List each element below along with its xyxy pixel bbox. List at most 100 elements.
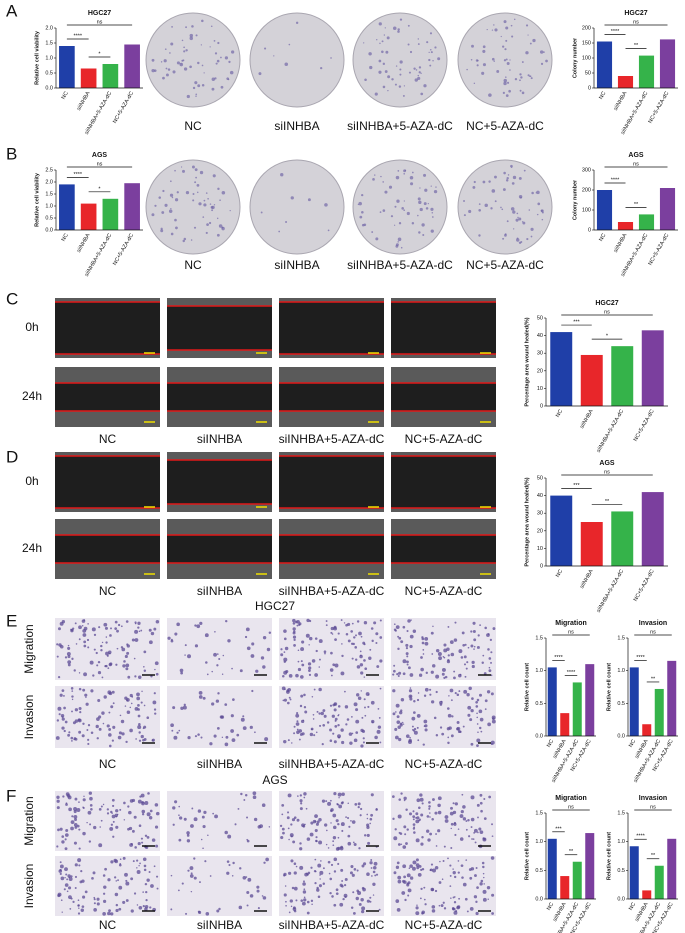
cell [288, 871, 292, 875]
cell [464, 897, 468, 901]
cell [397, 635, 400, 638]
cell [398, 636, 402, 640]
cell [332, 840, 335, 843]
y-tick-label: 1.0 [45, 55, 53, 61]
cell [102, 912, 106, 916]
y-tick-label: 20 [537, 368, 543, 374]
cell [424, 641, 429, 646]
cell [406, 663, 409, 666]
cell [102, 892, 106, 895]
colony [400, 246, 403, 249]
cell [93, 902, 96, 905]
colony [183, 46, 185, 49]
colony [192, 193, 195, 195]
cell [349, 871, 353, 875]
cell [129, 728, 133, 733]
cell [91, 627, 96, 632]
cell [115, 809, 119, 813]
colony [488, 180, 491, 183]
colony [179, 62, 184, 67]
cell [465, 820, 468, 823]
cell [461, 631, 465, 635]
colony [417, 38, 420, 40]
colony [433, 189, 438, 194]
cell [83, 672, 88, 677]
cell [359, 650, 362, 653]
significance-label: ns [97, 19, 103, 25]
colony [395, 65, 398, 67]
colony [382, 85, 386, 89]
cell [372, 882, 376, 886]
cell [176, 622, 180, 627]
cell [337, 792, 342, 797]
cell [303, 706, 307, 709]
colony [295, 21, 299, 25]
cell [93, 896, 96, 899]
cell [341, 880, 344, 882]
image-caption: NC+5-AZA-dC [466, 258, 544, 272]
colony [386, 36, 390, 40]
colony [174, 198, 179, 202]
cell [353, 868, 357, 871]
cell [102, 874, 106, 877]
cell [311, 728, 313, 731]
cell [435, 648, 440, 653]
cell [360, 690, 362, 692]
cell [288, 673, 293, 678]
cell [400, 640, 404, 644]
cell [125, 620, 129, 623]
significance-label: ** [651, 676, 656, 682]
cell [125, 899, 129, 902]
colony [169, 52, 171, 54]
significance-label: * [98, 51, 101, 57]
cell [315, 839, 318, 843]
colony [201, 83, 205, 87]
cell [397, 647, 400, 651]
cell [240, 792, 243, 796]
image-caption: siINHBA [274, 119, 319, 133]
cell [153, 627, 157, 631]
cell [422, 653, 425, 655]
cell [124, 696, 128, 700]
cell [98, 727, 102, 731]
cell [330, 626, 334, 631]
cell [406, 660, 409, 664]
y-tick-label: 1.5 [45, 191, 53, 197]
cell [190, 872, 193, 875]
cell [187, 869, 190, 872]
cell [393, 623, 396, 626]
cell [65, 803, 68, 806]
cell [452, 868, 454, 870]
plate [457, 159, 553, 255]
cell [319, 878, 321, 880]
cell [184, 654, 186, 656]
bar [547, 838, 557, 899]
significance-label: **** [554, 655, 563, 661]
cell [311, 903, 313, 906]
colony [217, 41, 220, 45]
significance-label: **** [611, 29, 620, 35]
cell [172, 806, 176, 810]
cell [416, 904, 418, 906]
cell [410, 619, 412, 621]
colony [320, 66, 323, 70]
cell [473, 895, 478, 899]
cell [57, 706, 62, 711]
colony [522, 221, 526, 225]
cell [476, 698, 480, 702]
cell [148, 640, 153, 645]
cell [450, 652, 455, 657]
colony [224, 56, 229, 60]
cell [344, 895, 347, 899]
cell [310, 821, 314, 825]
cell [359, 663, 364, 667]
cell [251, 642, 255, 646]
cell [473, 645, 476, 648]
cell [64, 720, 68, 724]
cell [107, 911, 111, 916]
cell [420, 656, 423, 659]
colony [437, 57, 441, 61]
cell [225, 619, 228, 623]
cell [447, 625, 450, 628]
cell [451, 715, 454, 718]
